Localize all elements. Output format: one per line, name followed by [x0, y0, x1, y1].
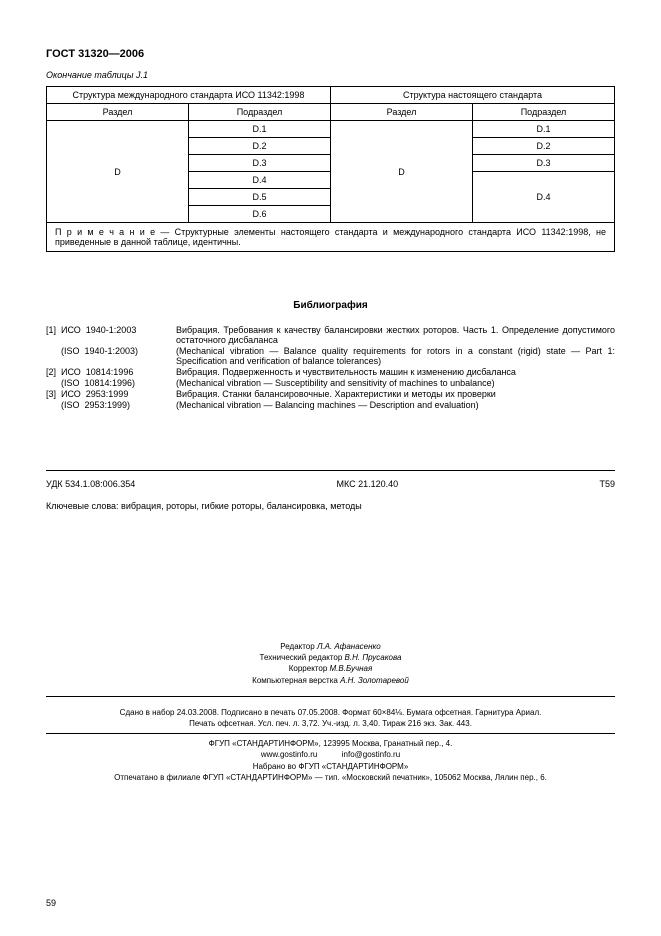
bibliography: [1] ИСО 1940-1:2003 Вибрация. Требования… — [46, 325, 615, 410]
left-sub: D.2 — [189, 138, 331, 155]
colophon: Редактор Л.А. Афанасенко Технический ред… — [46, 641, 615, 686]
bibliography-title: Библиография — [46, 300, 615, 311]
table-row: Структура международного стандарта ИСО 1… — [47, 87, 615, 104]
col-header-right: Структура настоящего стандарта — [331, 87, 615, 104]
table-note: П р и м е ч а н и е — Структурные элемен… — [47, 223, 615, 252]
table-row: Раздел Подраздел Раздел Подраздел — [47, 104, 615, 121]
biblio-ref: (ISO 2953:1999) — [46, 400, 176, 410]
biblio-ref: (ISO 10814:1996) — [46, 378, 176, 388]
t-code: Т59 — [599, 479, 615, 489]
udk: УДК 534.1.08:006.354 — [46, 479, 135, 489]
biblio-item: (ISO 2953:1999) (Mechanical vibration — … — [46, 400, 615, 410]
tech-editor-line: Технический редактор В.Н. Прусакова — [46, 652, 615, 663]
col-header-left: Структура международного стандарта ИСО 1… — [47, 87, 331, 104]
pub-line: www.gostinfo.ru info@gostinfo.ru — [46, 749, 615, 760]
biblio-ref: [3] ИСО 2953:1999 — [46, 389, 176, 399]
left-sub: D.3 — [189, 155, 331, 172]
left-section: D — [47, 121, 189, 223]
right-sub: D.1 — [473, 121, 615, 138]
left-sub: D.1 — [189, 121, 331, 138]
pub-line: Набрано во ФГУП «СТАНДАРТИНФОРМ» — [46, 761, 615, 772]
divider — [46, 733, 615, 734]
col-subsection: Подраздел — [189, 104, 331, 121]
divider — [46, 470, 615, 471]
right-sub: D.3 — [473, 155, 615, 172]
divider — [46, 696, 615, 697]
biblio-text: (Mechanical vibration — Balance quality … — [176, 346, 615, 366]
mks: МКС 21.120.40 — [337, 479, 399, 489]
left-sub: D.4 — [189, 172, 331, 189]
publisher-info: ФГУП «СТАНДАРТИНФОРМ», 123995 Москва, Гр… — [46, 738, 615, 783]
layout-line: Компьютерная верстка А.Н. Золотаревой — [46, 675, 615, 686]
right-sub: D.2 — [473, 138, 615, 155]
biblio-item: [1] ИСО 1940-1:2003 Вибрация. Требования… — [46, 325, 615, 345]
biblio-item: [2] ИСО 10814:1996 Вибрация. Подверженно… — [46, 367, 615, 377]
classification-row: УДК 534.1.08:006.354 МКС 21.120.40 Т59 — [46, 479, 615, 489]
left-sub: D.5 — [189, 189, 331, 206]
biblio-ref: (ISO 1940-1:2003) — [46, 346, 176, 366]
biblio-ref: [2] ИСО 10814:1996 — [46, 367, 176, 377]
table-row: П р и м е ч а н и е — Структурные элемен… — [47, 223, 615, 252]
col-section: Раздел — [331, 104, 473, 121]
biblio-ref: [1] ИСО 1940-1:2003 — [46, 325, 176, 345]
corrector-line: Корректор М.В.Бучная — [46, 663, 615, 674]
biblio-item: (ISO 10814:1996) (Mechanical vibration —… — [46, 378, 615, 388]
biblio-item: [3] ИСО 2953:1999 Вибрация. Станки балан… — [46, 389, 615, 399]
page: ГОСТ 31320—2006 Окончание таблицы J.1 Ст… — [0, 0, 661, 936]
pub-line: Отпечатано в филиале ФГУП «СТАНДАРТИНФОР… — [46, 772, 615, 783]
keywords: Ключевые слова: вибрация, роторы, гибкие… — [46, 501, 615, 511]
col-subsection: Подраздел — [473, 104, 615, 121]
biblio-item: (ISO 1940-1:2003) (Mechanical vibration … — [46, 346, 615, 366]
correspondence-table: Структура международного стандарта ИСО 1… — [46, 86, 615, 252]
standard-title: ГОСТ 31320—2006 — [46, 48, 615, 60]
print-line-1: Сдано в набор 24.03.2008. Подписано в пе… — [46, 707, 615, 718]
col-section: Раздел — [47, 104, 189, 121]
page-number: 59 — [46, 898, 56, 908]
biblio-text: Вибрация. Требования к качеству балансир… — [176, 325, 615, 345]
print-info: Сдано в набор 24.03.2008. Подписано в пе… — [46, 707, 615, 729]
biblio-text: Вибрация. Станки балансировочные. Характ… — [176, 389, 615, 399]
editor-line: Редактор Л.А. Афанасенко — [46, 641, 615, 652]
biblio-text: (Mechanical vibration — Balancing machin… — [176, 400, 615, 410]
table-caption: Окончание таблицы J.1 — [46, 70, 615, 80]
print-line-2: Печать офсетная. Усл. печ. л. 3,72. Уч.-… — [46, 718, 615, 729]
right-section: D — [331, 121, 473, 223]
table-row: D D.1 D D.1 — [47, 121, 615, 138]
left-sub: D.6 — [189, 206, 331, 223]
biblio-text: Вибрация. Подверженность и чувствительно… — [176, 367, 615, 377]
right-sub: D.4 — [473, 172, 615, 223]
biblio-text: (Mechanical vibration — Susceptibility a… — [176, 378, 615, 388]
pub-line: ФГУП «СТАНДАРТИНФОРМ», 123995 Москва, Гр… — [46, 738, 615, 749]
